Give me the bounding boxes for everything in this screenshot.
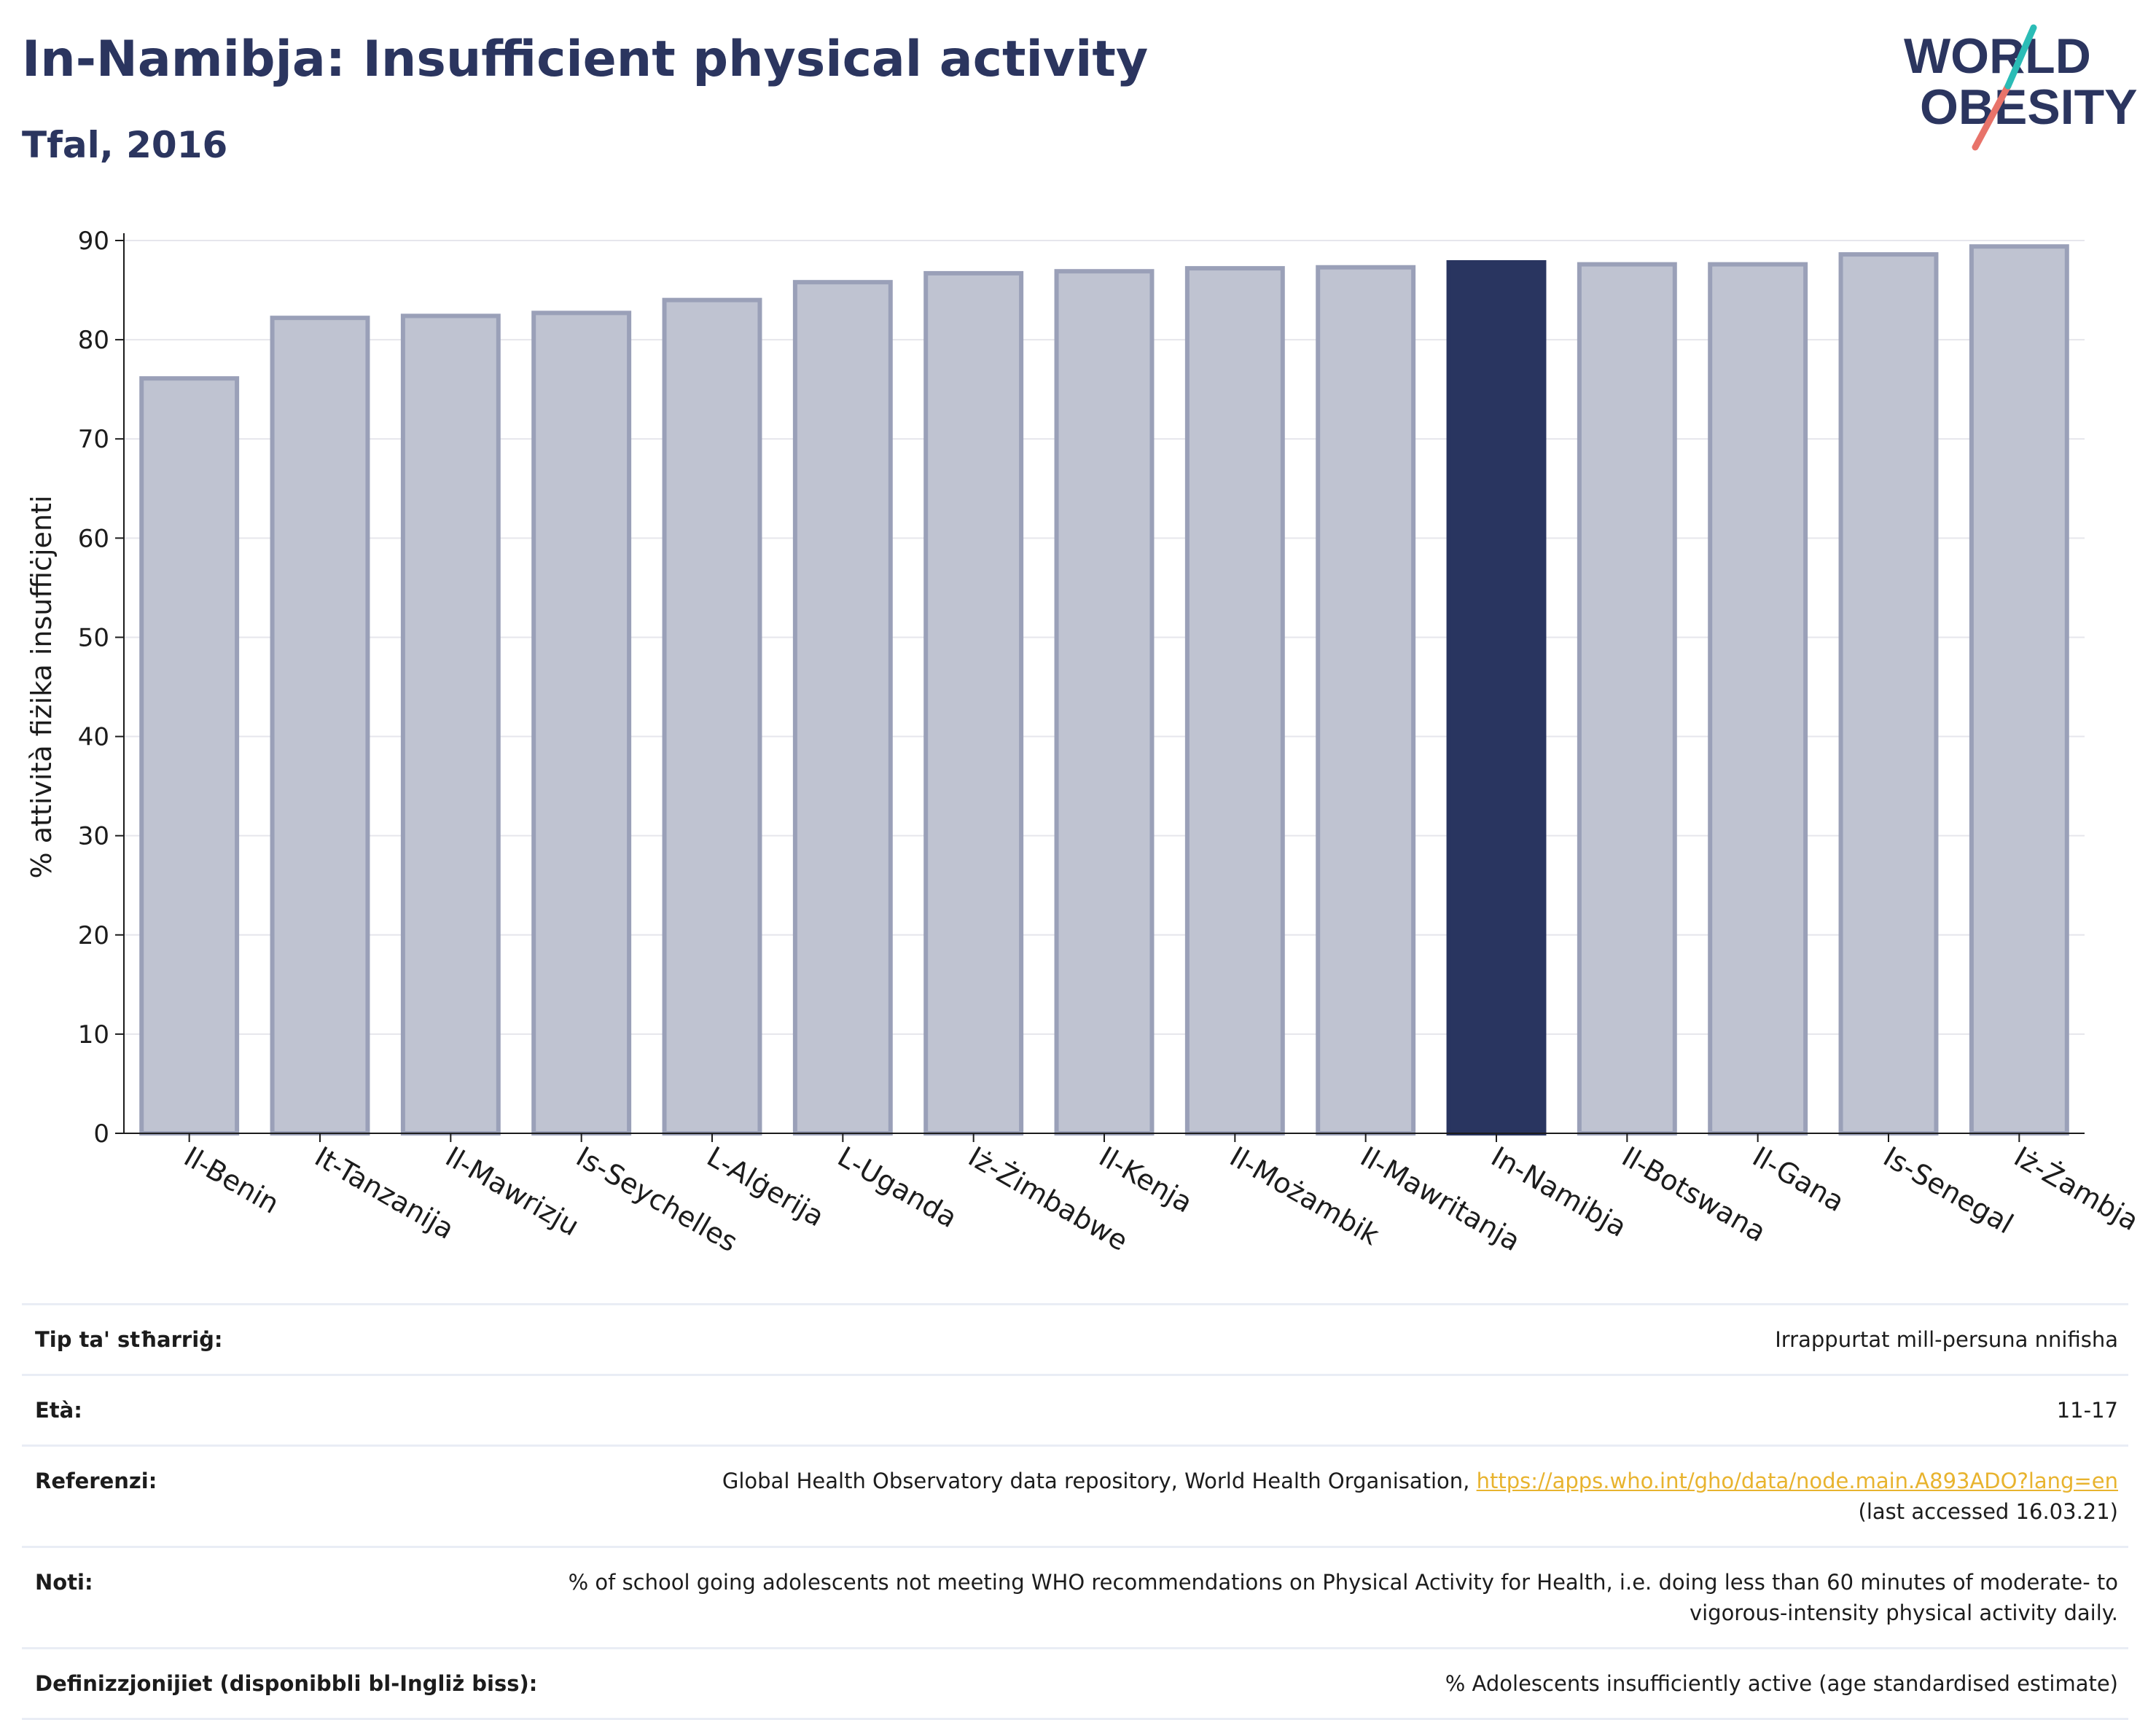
bar bbox=[270, 316, 370, 1136]
bar bbox=[531, 310, 632, 1136]
meta-value: % of school going adolescents not meetin… bbox=[547, 1546, 2128, 1649]
x-tick-label: Il-Botswana bbox=[1617, 1141, 1771, 1248]
logo-line2: OBESITY bbox=[1920, 79, 2138, 135]
meta-value-extra: (last accessed 16.03.21) bbox=[1858, 1499, 2118, 1524]
world-obesity-logo: WORLD OBESITY bbox=[1904, 24, 2138, 151]
meta-value-text: 11-17 bbox=[2056, 1398, 2118, 1423]
x-axis: Il-Benin It-TanzanijaIl-MawrizjuIs-Seyche… bbox=[124, 1133, 2144, 1258]
meta-key: Tip ta' stħarriġ: bbox=[22, 1303, 548, 1375]
x-tick-label: It-Tanzanija bbox=[310, 1141, 460, 1246]
logo-slash-coral bbox=[1972, 82, 2012, 151]
bar bbox=[792, 280, 893, 1136]
x-tick-label: Is-Senegal bbox=[1878, 1141, 2019, 1240]
x-tick-label: Il-Benin bbox=[179, 1141, 284, 1220]
bar bbox=[400, 313, 501, 1135]
logo-slash-teal bbox=[2004, 24, 2037, 90]
meta-value: 11-17 bbox=[547, 1374, 2128, 1446]
y-tick-label: 20 bbox=[78, 921, 109, 950]
meta-key: Definizzjonijiet (disponibbli bl-Ingliż … bbox=[22, 1647, 548, 1720]
meta-value: % Adolescents insufficiently active (age… bbox=[547, 1647, 2128, 1720]
x-tick-label: Il-Kenja bbox=[1094, 1141, 1198, 1219]
meta-row: Referenzi: Global Health Observatory data… bbox=[22, 1445, 2128, 1547]
meta-row: Noti: % of school going adolescents not m… bbox=[22, 1546, 2128, 1649]
bar-chart: 0 10 20 30 40 50 60 70 80 90 Il-Benin It-Tanzanija… bbox=[26, 227, 2144, 1258]
meta-key: Referenzi: bbox=[22, 1445, 548, 1547]
meta-value-text: % of school going adolescents not meetin… bbox=[568, 1570, 2118, 1625]
x-tick-label: Il-Mawrizju bbox=[440, 1141, 585, 1243]
bar bbox=[662, 297, 762, 1136]
meta-key: Noti: bbox=[22, 1546, 548, 1649]
reference-link[interactable]: https://apps.who.int/gho/data/node.main.… bbox=[1476, 1469, 2118, 1493]
meta-value-text: Irrappurtat mill-persuna nnifisha bbox=[1775, 1327, 2118, 1352]
y-tick-label: 60 bbox=[78, 524, 109, 553]
y-tick-label: 70 bbox=[78, 425, 109, 454]
x-tick-label: Il-Gana bbox=[1747, 1141, 1850, 1219]
meta-row: Definizzjonijiet (disponibbli bl-Ingliż … bbox=[22, 1647, 2128, 1720]
y-tick-label: 10 bbox=[78, 1020, 109, 1049]
meta-row: Età: 11-17 bbox=[22, 1374, 2128, 1446]
chart-subtitle: Tfal, 2016 bbox=[22, 124, 228, 166]
y-tick-label: 40 bbox=[78, 723, 109, 752]
bar-highlighted bbox=[1446, 259, 1547, 1135]
meta-value-text: Global Health Observatory data repositor… bbox=[722, 1469, 1470, 1493]
y-tick-label: 50 bbox=[78, 623, 109, 652]
bar bbox=[1054, 269, 1155, 1135]
bars bbox=[139, 244, 2069, 1136]
bar bbox=[1184, 266, 1285, 1136]
meta-key: Età: bbox=[22, 1374, 548, 1446]
bar bbox=[1577, 262, 1677, 1136]
y-axis-title: % attività fiżika insuffiċjenti bbox=[26, 496, 58, 879]
meta-value: Global Health Observatory data repositor… bbox=[547, 1445, 2128, 1547]
y-tick-label: 90 bbox=[78, 227, 109, 256]
chart-title: In-Namibja: Insufficient physical activi… bbox=[22, 31, 1149, 88]
meta-value: Irrappurtat mill-persuna nnifisha bbox=[547, 1303, 2128, 1375]
y-axis: 0 10 20 30 40 50 60 70 80 90 bbox=[78, 227, 125, 1149]
x-tick-label: Iż-Żambja bbox=[2009, 1141, 2144, 1238]
bar bbox=[1969, 244, 2069, 1136]
x-tick-label: Il-Możambik bbox=[1225, 1141, 1385, 1251]
logo-line1: WORLD bbox=[1904, 28, 2091, 84]
y-tick-label: 0 bbox=[93, 1119, 109, 1149]
bar bbox=[1838, 252, 1939, 1136]
y-tick-label: 30 bbox=[78, 822, 109, 851]
meta-row: Tip ta' stħarriġ: Irrappurtat mill-persun… bbox=[22, 1303, 2128, 1375]
bar bbox=[139, 376, 240, 1135]
metadata-table: Tip ta' stħarriġ: Irrappurtat mill-persun… bbox=[22, 1303, 2128, 1720]
bar bbox=[923, 270, 1024, 1136]
x-tick-label: L-Uganda bbox=[832, 1141, 963, 1235]
bar bbox=[1708, 262, 1808, 1136]
bar bbox=[1316, 265, 1416, 1135]
y-tick-label: 80 bbox=[78, 326, 109, 355]
meta-value-text: % Adolescents insufficiently active (age… bbox=[1445, 1671, 2118, 1696]
